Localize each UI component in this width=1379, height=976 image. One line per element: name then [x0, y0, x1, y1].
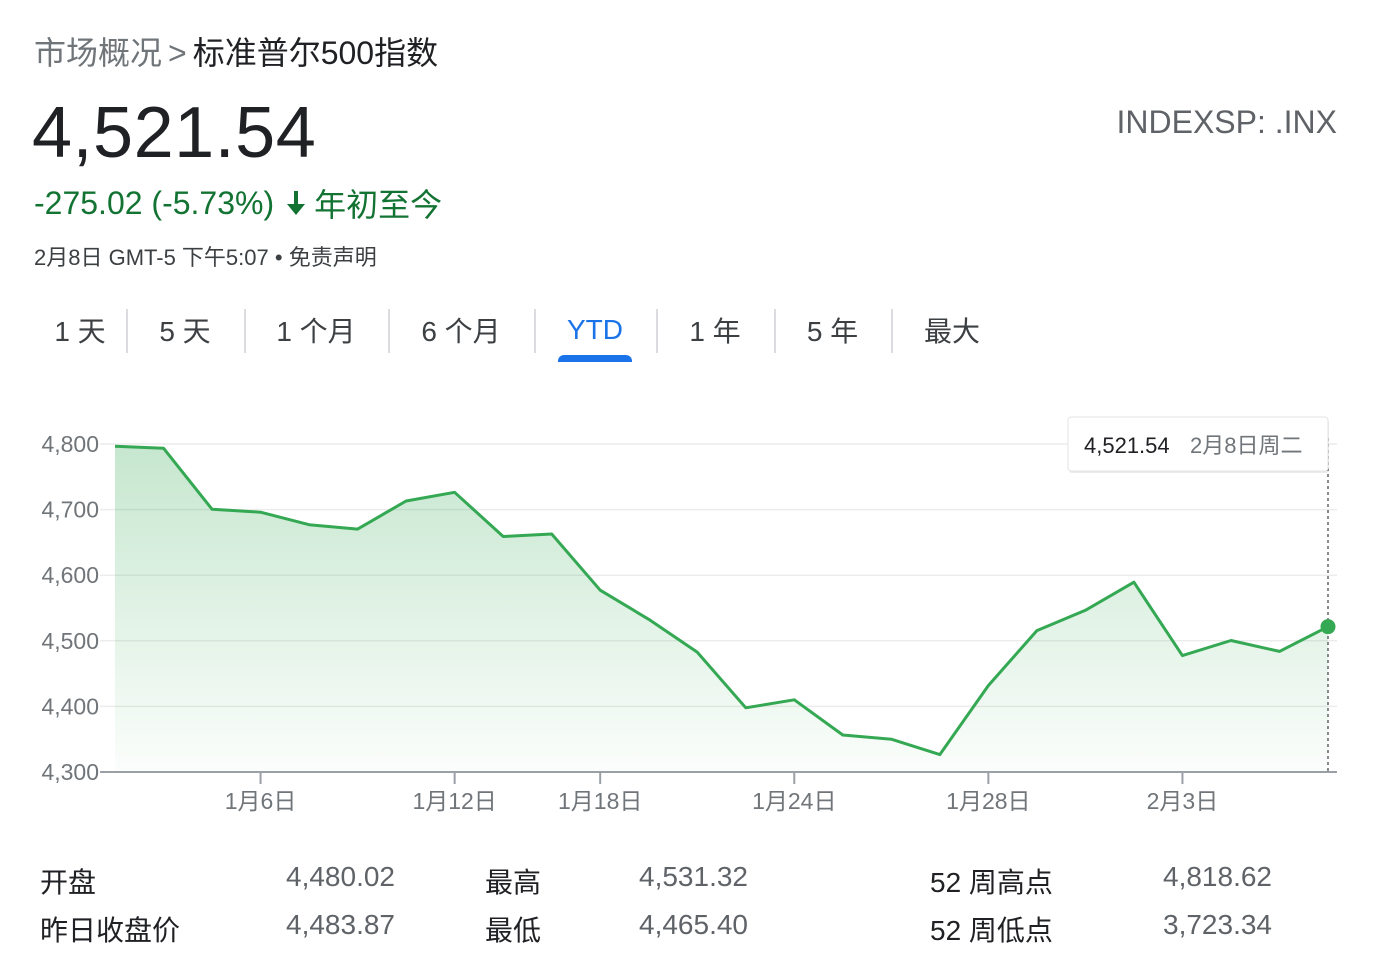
breadcrumb-current: 标准普尔500指数 — [192, 35, 439, 71]
tab-active-indicator — [558, 355, 632, 362]
tab-label: 5 年 — [806, 316, 859, 347]
tab-label: 1 天 — [54, 316, 106, 347]
breadcrumb: 市场概况 > 标准普尔500指数 — [34, 28, 438, 74]
tab-1-day[interactable]: 1 天 — [34, 305, 126, 355]
time-range-tabs: 1 天 5 天 1 个月 6 个月 YTD 1 年 5 年 最大 — [34, 305, 1013, 365]
stat-label-prev-close: 昨日收盘价 — [40, 915, 181, 946]
y-tick-label: 4,500 — [41, 628, 99, 654]
series-area-fill — [115, 446, 1328, 772]
breadcrumb-separator: > — [168, 35, 187, 71]
stats-table: 开盘 4,480.02 昨日收盘价 4,483.87 最高 4,531.32 最… — [40, 856, 1340, 956]
stat-label-52wk-low: 52 周低点 — [930, 915, 1053, 946]
tab-label: 5 天 — [159, 316, 211, 347]
disclaimer-link[interactable]: 免责声明 — [288, 245, 377, 270]
tab-label: 1 个月 — [276, 316, 356, 347]
tab-5-days[interactable]: 5 天 — [126, 305, 244, 355]
y-tick-label: 4,400 — [41, 693, 99, 719]
tab-1-month[interactable]: 1 个月 — [244, 305, 388, 355]
tab-5-years[interactable]: 5 年 — [774, 305, 891, 355]
tab-max[interactable]: 最大 — [891, 305, 1013, 355]
y-tick-label: 4,800 — [41, 431, 99, 457]
x-tick-label: 1月12日 — [412, 788, 496, 814]
x-tick-label: 1月6日 — [225, 788, 297, 814]
stat-value-prev-close: 4,483.87 — [286, 909, 395, 940]
stat-value-high: 4,531.32 — [639, 861, 748, 892]
series-line — [114, 444, 1329, 757]
tab-6-months[interactable]: 6 个月 — [388, 305, 534, 355]
timestamp: 2月8日 GMT-5 下午5:07 — [34, 245, 269, 270]
x-tick-label: 1月18日 — [558, 788, 642, 814]
y-tick-label: 4,600 — [41, 562, 99, 588]
stat-label-52wk-high: 52 周高点 — [930, 867, 1053, 898]
tab-label: 最大 — [923, 316, 980, 347]
y-tick-label: 4,700 — [41, 497, 99, 523]
x-tick-label: 1月28日 — [946, 788, 1030, 814]
current-price: 4,521.54 — [32, 93, 317, 173]
stat-value-52wk-high: 4,818.62 — [1163, 861, 1272, 892]
stat-label-high: 最高 — [485, 867, 542, 898]
chart-tooltip — [1067, 416, 1329, 472]
stat-label-low: 最低 — [485, 915, 542, 946]
bullet-separator: • — [274, 245, 283, 270]
x-tick-label: 1月24日 — [752, 788, 836, 814]
quote-meta: 2月8日 GMT-5 下午5:07 • 免责声明 — [34, 240, 377, 272]
tab-1-year[interactable]: 1 年 — [656, 305, 774, 355]
tab-label: 6 个月 — [421, 316, 501, 347]
tab-label: YTD — [567, 314, 623, 345]
tab-ytd[interactable]: YTD — [534, 305, 656, 362]
price-chart[interactable]: 4,800 4,700 4,600 4,500 4,400 4,300 1月6日 1月12日 1… — [0, 400, 1379, 830]
y-tick-label: 4,300 — [41, 759, 99, 785]
stat-label-open: 开盘 — [40, 867, 97, 898]
stat-value-low: 4,465.40 — [639, 909, 748, 940]
breadcrumb-root-link[interactable]: 市场概况 — [34, 35, 163, 71]
ticker-symbol: INDEXSP: .INX — [1116, 104, 1338, 140]
arrow-down-icon — [287, 191, 306, 215]
stat-value-open: 4,480.02 — [286, 861, 395, 892]
tooltip-date: 2月8日周二 — [1190, 433, 1302, 458]
tab-label: 1 年 — [689, 316, 741, 347]
tooltip-value: 4,521.54 — [1084, 433, 1170, 458]
hover-point-marker — [1320, 619, 1336, 635]
stat-value-52wk-low: 3,723.34 — [1163, 909, 1272, 940]
x-tick-label: 2月3日 — [1147, 788, 1219, 814]
change-value: -275.02 (-5.73%) — [34, 184, 275, 221]
change-period: 年初至今 — [314, 187, 443, 223]
price-change: -275.02 (-5.73%) 年初至今 — [34, 180, 442, 226]
